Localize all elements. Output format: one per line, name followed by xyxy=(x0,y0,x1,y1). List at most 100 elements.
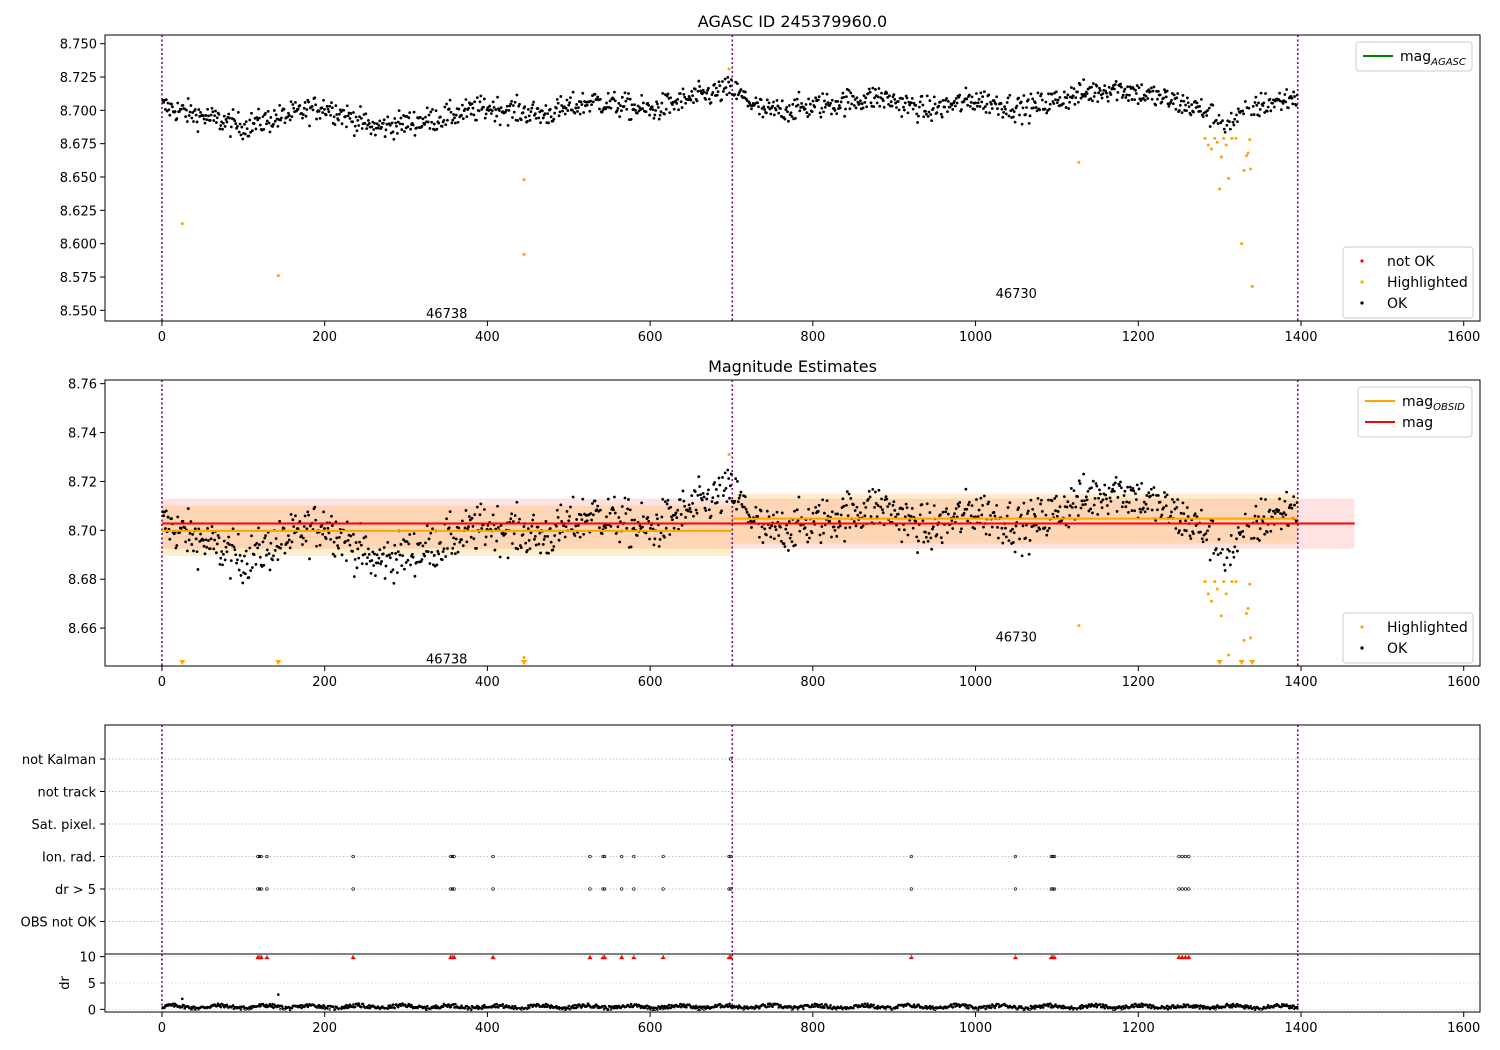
ok-point xyxy=(1072,87,1076,91)
ok-point xyxy=(1255,103,1259,107)
ok-point xyxy=(1164,504,1168,508)
ok-point xyxy=(1054,509,1057,513)
ok-point xyxy=(388,123,392,127)
ok-point xyxy=(900,115,904,118)
dr-point xyxy=(511,1004,514,1008)
ok-point xyxy=(1000,526,1004,530)
ok-point xyxy=(344,114,347,118)
ok-point xyxy=(271,558,275,562)
ok-point xyxy=(412,110,416,114)
ok-point xyxy=(863,514,867,518)
ok-point xyxy=(391,568,395,572)
ok-point xyxy=(1027,121,1031,125)
ok-point xyxy=(1231,120,1235,124)
ok-point xyxy=(789,533,793,537)
ok-point xyxy=(788,536,792,540)
ok-point xyxy=(970,95,974,99)
ok-point xyxy=(1127,99,1130,102)
ok-point xyxy=(843,539,847,543)
ok-point xyxy=(903,101,907,105)
ok-point xyxy=(456,550,460,554)
ok-point xyxy=(1087,509,1091,513)
ok-point xyxy=(988,533,992,537)
flag-point xyxy=(1049,854,1053,859)
ok-point xyxy=(194,537,198,541)
dr-point xyxy=(548,1006,552,1010)
ok-point xyxy=(185,108,188,112)
ok-point xyxy=(345,104,349,108)
ok-point xyxy=(723,77,727,81)
ok-point xyxy=(1078,83,1082,87)
ok-point xyxy=(479,502,483,506)
ok-point xyxy=(1013,550,1017,554)
ok-point xyxy=(178,531,181,534)
ok-point xyxy=(917,539,920,543)
ok-point xyxy=(653,113,657,117)
ok-point xyxy=(320,524,324,528)
ok-point xyxy=(1163,88,1166,92)
ok-point xyxy=(960,527,963,531)
ok-point xyxy=(228,116,231,120)
legend-label: not OK xyxy=(1387,254,1435,270)
ok-point xyxy=(782,542,786,546)
ok-point xyxy=(967,503,970,507)
ok-point xyxy=(626,507,629,511)
ok-point xyxy=(167,108,171,112)
ok-point xyxy=(885,91,889,95)
ok-point xyxy=(650,105,654,109)
ok-point xyxy=(355,566,359,570)
ok-point xyxy=(244,549,248,553)
ok-point xyxy=(1050,499,1054,503)
ok-point xyxy=(716,90,720,94)
ok-point xyxy=(427,113,431,117)
ok-point xyxy=(1080,499,1084,503)
ok-point xyxy=(600,532,604,535)
ok-point xyxy=(493,548,497,552)
ok-point xyxy=(882,105,886,109)
ok-point xyxy=(916,551,919,554)
clipped-low-marker xyxy=(1238,660,1245,665)
ok-point xyxy=(1112,483,1115,487)
legend-label-main: mag xyxy=(1402,394,1433,410)
dr-point xyxy=(983,1004,986,1008)
flag-point xyxy=(727,887,731,891)
ok-point xyxy=(784,108,788,112)
ok-point xyxy=(1123,87,1127,91)
ok-point xyxy=(186,507,190,510)
ok-point xyxy=(1040,98,1044,102)
ok-point xyxy=(1103,483,1107,487)
highlighted-point xyxy=(1218,187,1222,191)
ok-point xyxy=(606,497,610,501)
ok-point xyxy=(337,118,340,122)
ok-point xyxy=(429,110,433,114)
ok-point xyxy=(761,541,765,544)
ok-point xyxy=(446,547,449,550)
ok-point xyxy=(548,107,552,111)
ok-point xyxy=(456,120,460,124)
ok-point xyxy=(192,549,195,553)
ok-point xyxy=(696,89,700,93)
ok-point xyxy=(1135,483,1139,487)
ok-point xyxy=(917,105,921,109)
ok-point xyxy=(756,101,760,105)
ok-point xyxy=(569,96,572,100)
ok-point xyxy=(357,124,361,127)
ok-point xyxy=(1095,484,1099,488)
ok-point xyxy=(892,93,896,97)
ok-point xyxy=(715,93,719,97)
ok-point xyxy=(272,554,275,558)
ok-point xyxy=(941,510,945,514)
ok-point xyxy=(450,551,454,555)
ok-point xyxy=(877,87,881,90)
ok-point xyxy=(663,112,666,116)
ok-point xyxy=(1195,101,1199,105)
ok-point xyxy=(255,542,259,545)
ok-point xyxy=(276,558,280,562)
ok-point xyxy=(1053,497,1057,500)
ok-point xyxy=(830,535,833,539)
ok-point xyxy=(652,116,656,120)
legend-label-main: Highlighted xyxy=(1387,620,1468,636)
ok-point xyxy=(1258,108,1262,111)
ok-point xyxy=(783,545,787,548)
ok-point xyxy=(1200,537,1204,541)
